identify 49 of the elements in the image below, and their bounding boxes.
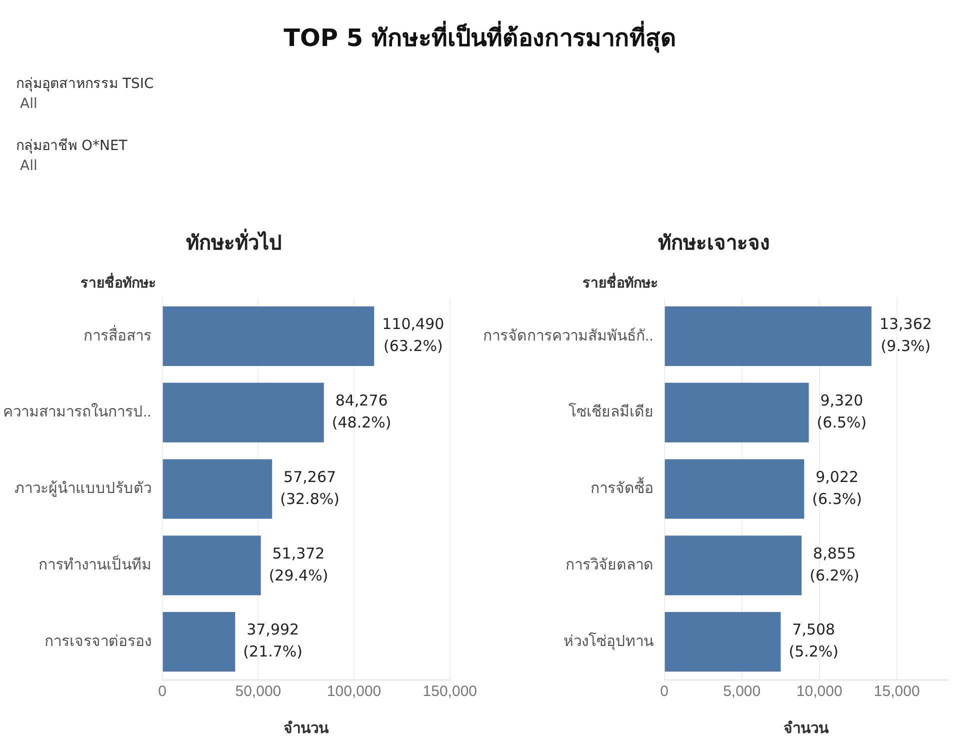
bar <box>664 612 781 672</box>
bar <box>664 536 802 596</box>
x-tick-label: 0 <box>660 683 669 700</box>
text: กลุ่มอาชีพ O*NET <box>16 137 128 156</box>
data-label: 84,276 (48.2%) <box>332 391 392 432</box>
data-label: 110,490 (63.2%) <box>382 315 444 356</box>
bar <box>162 459 272 519</box>
data-label: 57,267 (32.8%) <box>280 468 340 508</box>
x-tick-label: 50,000 <box>235 683 282 700</box>
data-label: 37,992 (21.7%) <box>243 620 303 661</box>
data-label: 7,508 (5.2%) <box>788 620 839 661</box>
y-tick-label: การทำงานเป็นทีม <box>38 554 152 574</box>
data-label: 13,362 (9.3%) <box>879 315 932 356</box>
bar <box>664 382 809 442</box>
x-tick-label: 15,000 <box>874 683 920 700</box>
x-axis-title: จำนวน <box>284 720 330 738</box>
x-tick-label: 150,000 <box>422 683 478 700</box>
bar <box>664 306 872 366</box>
y-tick-label: ภาวะผู้นำแบบปรับตัว <box>14 480 152 498</box>
y-tick-label: โซเชียลมีเดีย <box>568 402 654 421</box>
x-axis-title: จำนวน <box>784 720 830 738</box>
bar <box>162 382 324 442</box>
bar <box>162 306 374 366</box>
x-tick-label: 100,000 <box>326 683 382 700</box>
y-tick-label: การสื่อสาร <box>83 324 152 344</box>
data-label: 8,855 (6.2%) <box>810 544 860 584</box>
y-tick-label: การเจรจาต่อรอง <box>44 632 152 650</box>
x-tick-label: 5,000 <box>723 683 761 700</box>
bar <box>162 536 261 596</box>
bar <box>162 612 236 672</box>
text: กลุ่มอุตสาหกรรม TSIC <box>16 75 154 94</box>
x-tick-label: 0 <box>158 683 167 700</box>
text: All <box>19 158 38 176</box>
y-axis-title: รายชื่อทักษะ <box>80 272 156 292</box>
chart-title: ทักษะเจาะจง <box>658 232 770 255</box>
bar <box>664 459 804 519</box>
y-tick-label: การวิจัยตลาด <box>565 556 654 574</box>
y-tick-label: ห่วงโซ่อุปทาน <box>563 632 654 651</box>
text: TOP 5 ทักษะที่เป็นที่ต้องการมากที่สุด <box>282 20 678 55</box>
y-tick-label: ความสามารถในการป.. <box>2 402 152 421</box>
data-label: 51,372 (29.4%) <box>268 544 328 584</box>
y-axis-title: รายชื่อทักษะ <box>582 272 658 292</box>
data-label: 9,022 (6.3%) <box>812 468 862 508</box>
data-label: 9,320 (6.5%) <box>816 391 867 432</box>
y-tick-label: การจัดซื้อ <box>590 477 654 498</box>
y-tick-label: การจัดการความสัมพันธ์กั.. <box>482 327 654 344</box>
x-tick-label: 10,000 <box>796 683 842 700</box>
text: All <box>19 96 38 114</box>
chart-title: ทักษะทั่วไป <box>186 228 282 255</box>
